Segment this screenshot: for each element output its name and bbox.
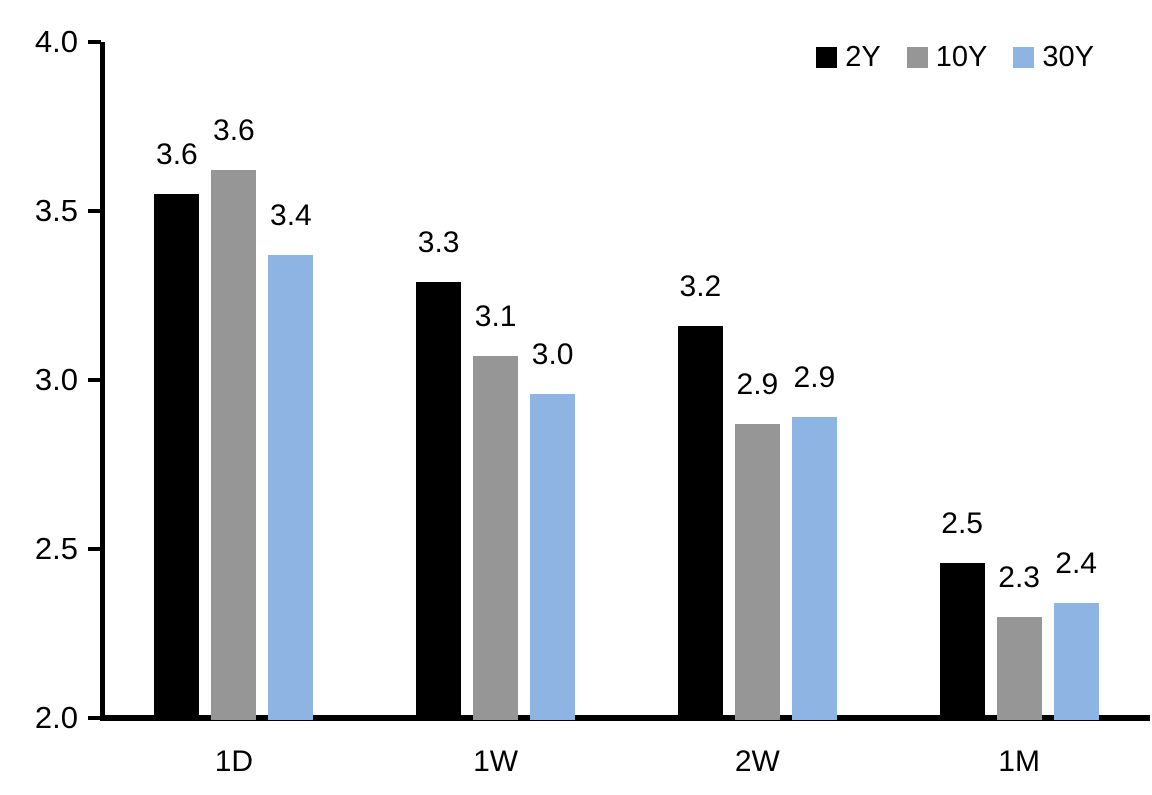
bar-2Y-1M [939, 562, 985, 720]
y-tick-mark [88, 716, 101, 720]
y-tick-label: 3.0 [34, 362, 78, 397]
x-category-label: 1D [214, 745, 254, 778]
legend-label: 2Y [845, 41, 881, 73]
bar-10Y-1D [211, 170, 257, 720]
bar-value-label: 2.5 [941, 506, 983, 540]
y-tick-label: 3.5 [34, 193, 78, 228]
bar-2Y-2W [677, 325, 723, 720]
bar-10Y-1W [473, 356, 519, 720]
y-tick-mark [88, 40, 101, 44]
bar-value-label: 3.1 [474, 300, 517, 334]
bar-30Y-1W [530, 393, 576, 720]
bar-value-label: 2.3 [998, 560, 1040, 594]
legend-label: 30Y [1042, 41, 1094, 73]
legend-swatch-icon [816, 47, 838, 68]
bar-value-label: 2.9 [793, 361, 836, 395]
y-axis-line [100, 42, 105, 721]
y-tick-mark [88, 547, 101, 551]
y-tick-mark [88, 378, 101, 382]
bar-2Y-1W [416, 281, 462, 720]
bar-30Y-2W [791, 417, 837, 720]
x-category-label: 1W [473, 745, 519, 778]
bar-value-label: 3.4 [270, 198, 312, 232]
bar-value-label: 3.3 [417, 225, 460, 259]
bar-30Y-1D [268, 254, 314, 720]
x-category-label: 1M [998, 745, 1040, 778]
y-tick-label: 2.5 [34, 531, 78, 566]
bar-value-label: 3.2 [679, 269, 722, 303]
bar-value-label: 3.6 [213, 114, 255, 148]
y-tick-label: 2.0 [34, 700, 78, 735]
legend-swatch-icon [906, 47, 928, 68]
legend-item-2Y: 2Y [816, 41, 881, 73]
bar-value-label: 2.9 [736, 367, 779, 401]
legend-label: 10Y [935, 41, 988, 73]
bar-value-label: 2.4 [1055, 547, 1097, 581]
bar-2Y-1D [154, 194, 200, 720]
bar-value-label: 3.6 [156, 138, 198, 172]
bar-30Y-1M [1053, 603, 1099, 720]
y-tick-mark [88, 209, 101, 213]
bar-10Y-2W [734, 423, 780, 720]
x-category-label: 2W [734, 745, 780, 778]
legend-swatch-icon [1013, 47, 1035, 68]
legend-item-10Y: 10Y [906, 41, 988, 73]
bar-10Y-1M [996, 616, 1042, 720]
bar-value-label: 3.0 [531, 337, 574, 371]
legend: 2Y 10Y 30Y [816, 43, 1094, 72]
legend-item-30Y: 30Y [1013, 43, 1094, 72]
x-axis-line [100, 715, 1150, 721]
y-tick-label: 4.0 [34, 24, 78, 59]
